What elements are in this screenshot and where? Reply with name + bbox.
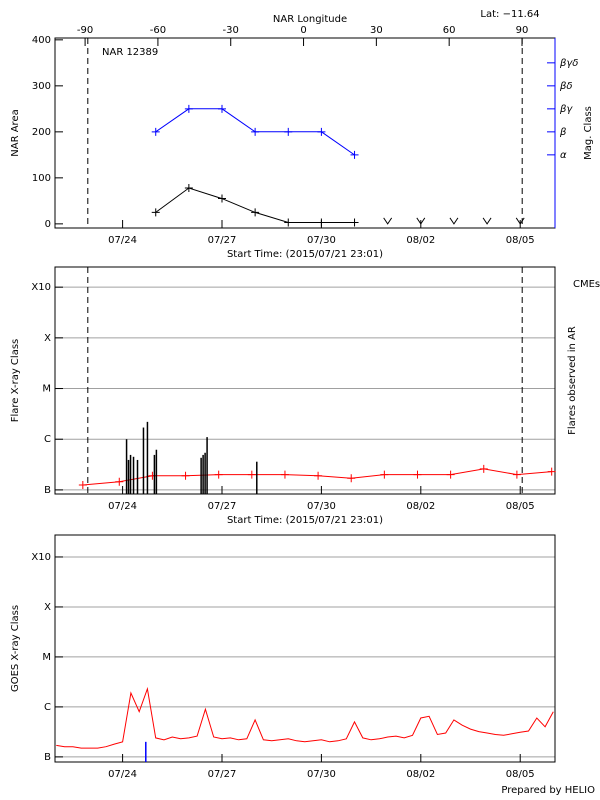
y-tick-label: C xyxy=(44,702,51,713)
y-tick-label: 0 xyxy=(45,219,51,230)
y-tick-label: M xyxy=(42,384,51,395)
point-marker xyxy=(115,477,124,486)
point-marker xyxy=(317,127,326,136)
point-marker xyxy=(380,470,389,479)
y2-tick-label: α xyxy=(560,150,567,161)
legend-text: CMEs xyxy=(573,279,600,290)
x-tick-label: 07/27 xyxy=(208,769,237,780)
point-marker xyxy=(214,470,223,479)
y-tick-label: X10 xyxy=(31,552,51,563)
x-tick-label: 08/02 xyxy=(406,501,435,512)
point-marker xyxy=(515,217,525,225)
y-tick-label: 200 xyxy=(32,127,51,138)
series-line xyxy=(155,187,355,223)
x-tick-label: 07/30 xyxy=(307,235,336,246)
x-tick-label: 07/24 xyxy=(108,501,137,512)
x-tick-label: 08/05 xyxy=(506,501,535,512)
point-marker xyxy=(413,470,422,479)
x2-tick-label: 90 xyxy=(516,25,529,36)
x2-tick-label: -90 xyxy=(77,25,93,36)
series-line xyxy=(56,686,554,749)
point-marker xyxy=(284,127,293,136)
point-marker xyxy=(181,471,190,480)
point-marker xyxy=(148,471,157,480)
y-tick-label: B xyxy=(44,485,51,496)
point-marker xyxy=(479,464,488,473)
x2-tick-label: -30 xyxy=(223,25,239,36)
x-tick-label: 07/30 xyxy=(307,769,336,780)
point-marker xyxy=(151,208,160,217)
y-tick-label: X10 xyxy=(31,282,51,293)
x-tick-label: 07/24 xyxy=(108,769,137,780)
x2-tick-label: -60 xyxy=(150,25,166,36)
y-tick-label: 100 xyxy=(32,173,51,184)
x-tick-label: 07/30 xyxy=(307,501,336,512)
x2-tick-label: 0 xyxy=(300,25,306,36)
y-label: NAR Area xyxy=(10,109,21,156)
x2-label: NAR Longitude xyxy=(273,14,347,25)
x-tick-label: 07/24 xyxy=(108,235,137,246)
x2-tick-label: 30 xyxy=(370,25,383,36)
y-tick-label: X xyxy=(44,602,51,613)
plot-frame xyxy=(54,534,556,763)
x-label: Start Time: (2015/07/21 23:01) xyxy=(227,249,383,260)
y-tick-label: 300 xyxy=(32,81,51,92)
point-marker xyxy=(280,470,289,479)
point-marker xyxy=(251,208,260,217)
y-tick-label: X xyxy=(44,333,51,344)
y-label: Flare X-ray Class xyxy=(10,339,21,423)
point-marker xyxy=(247,470,256,479)
y2-tick-label: βγδ xyxy=(559,58,578,69)
y2-label: Flares observed in AR xyxy=(567,326,578,435)
point-marker xyxy=(217,104,226,113)
x-tick-label: 07/27 xyxy=(208,501,237,512)
x-tick-label: 08/05 xyxy=(506,769,535,780)
point-marker xyxy=(449,217,459,225)
point-marker xyxy=(217,194,226,203)
x-tick-label: 08/02 xyxy=(406,235,435,246)
plot-frame xyxy=(54,37,556,229)
plot-frame xyxy=(54,266,556,495)
y2-tick-label: β xyxy=(559,127,567,138)
y2-label: Mag. Class xyxy=(583,106,594,160)
point-marker xyxy=(284,218,293,227)
x-tick-label: 07/27 xyxy=(208,235,237,246)
x-tick-label: 08/05 xyxy=(506,235,535,246)
point-marker xyxy=(184,104,193,113)
point-marker xyxy=(482,217,492,225)
point-marker xyxy=(314,471,323,480)
footer: Prepared by HELIO xyxy=(501,785,595,796)
point-marker xyxy=(416,217,426,225)
point-marker xyxy=(251,127,260,136)
x2-tick-label: 60 xyxy=(443,25,456,36)
y-tick-label: C xyxy=(44,434,51,445)
point-marker xyxy=(512,470,521,479)
y2-tick-label: βδ xyxy=(559,81,573,92)
point-marker xyxy=(317,218,326,227)
point-marker xyxy=(350,150,359,159)
y-tick-label: M xyxy=(42,652,51,663)
point-marker xyxy=(383,217,393,225)
point-marker xyxy=(547,467,556,476)
series-line xyxy=(82,468,552,486)
x-label: Start Time: (2015/07/21 23:01) xyxy=(227,515,383,526)
point-marker xyxy=(446,470,455,479)
panel-title: NAR 12389 xyxy=(102,47,158,58)
annotation: Lat: −11.64 xyxy=(480,9,539,20)
y-tick-label: B xyxy=(44,752,51,763)
point-marker xyxy=(78,480,87,489)
point-marker xyxy=(184,183,193,192)
x-tick-label: 08/02 xyxy=(406,769,435,780)
point-marker xyxy=(347,474,356,483)
y-tick-label: 400 xyxy=(32,35,51,46)
point-marker xyxy=(151,127,160,136)
point-marker xyxy=(350,218,359,227)
y2-tick-label: βγ xyxy=(559,104,573,115)
y-label: GOES X-ray Class xyxy=(10,605,21,692)
